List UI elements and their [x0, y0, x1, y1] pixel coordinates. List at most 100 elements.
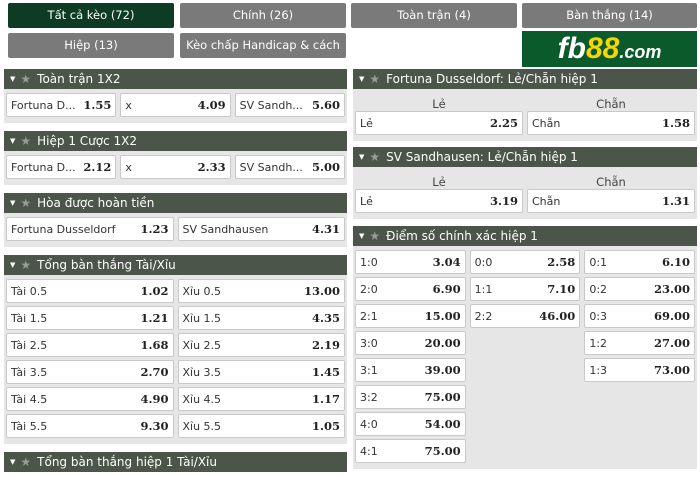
odds-cell[interactable]: Tài 5.5 9.30: [6, 414, 174, 438]
odds-value: 15.00: [424, 309, 461, 323]
odds-label: x: [125, 160, 132, 174]
odds-label: 1:0: [360, 255, 378, 269]
odds-cell[interactable]: 4:1 75.00: [355, 439, 466, 463]
odds-cell[interactable]: Chẵn 1.58: [527, 111, 695, 135]
collapse-arrow-icon[interactable]: ▼: [10, 75, 16, 83]
odds-label: Xỉu 5.5: [182, 419, 222, 433]
odds-value: 39.00: [424, 363, 461, 377]
odds-label: Xỉu 4.5: [182, 392, 222, 406]
odds-cell[interactable]: Tài 1.5 1.21: [6, 306, 174, 330]
tab-2[interactable]: Toàn trận (4): [351, 3, 517, 28]
favorite-star-icon[interactable]: ★: [20, 134, 32, 148]
odds-cell[interactable]: SV Sandh... 5.00: [234, 155, 345, 179]
odds-cell[interactable]: 3:0 20.00: [355, 331, 466, 355]
odds-cell[interactable]: Xỉu 4.5 1.17: [177, 387, 345, 411]
odds-cell[interactable]: Fortuna Dusseldorf 1.23: [6, 217, 174, 241]
section-header[interactable]: ▼ ★ Fortuna Dusseldorf: Lẻ/Chẵn hiệp 1: [353, 69, 697, 89]
tab-3[interactable]: Bàn thắng (14): [522, 3, 697, 28]
odds-label: Tài 5.5: [11, 419, 48, 433]
odds-value: 3.19: [489, 194, 518, 208]
odds-cell[interactable]: Tài 3.5 2.70: [6, 360, 174, 384]
section-header[interactable]: ▼ ★ Tổng bàn thắng Tài/Xỉu: [4, 255, 347, 275]
odds-label: 0:1: [589, 255, 608, 269]
odds-cell[interactable]: 1:3 73.00: [584, 358, 695, 382]
favorite-star-icon[interactable]: ★: [20, 196, 32, 210]
market-section: ▼ ★ Hòa được hoàn tiền Fortuna Dusseldorf 1.…: [4, 193, 347, 247]
tab-0[interactable]: Tất cả kèo (72): [8, 3, 174, 28]
odds-value: 20.00: [424, 336, 461, 350]
odds-cell[interactable]: 0:1 6.10: [584, 250, 695, 274]
section-header[interactable]: ▼ ★ SV Sandhausen: Lẻ/Chẵn hiệp 1: [353, 147, 697, 167]
odds-label: x: [125, 98, 132, 112]
tab-1[interactable]: Chính (26): [180, 3, 346, 28]
favorite-star-icon[interactable]: ★: [20, 455, 32, 469]
odds-value: 13.00: [303, 284, 340, 298]
section-header[interactable]: ▼ ★ Toàn trận 1X2: [4, 69, 347, 89]
odds-cell[interactable]: Fortuna D... 2.12: [6, 155, 117, 179]
favorite-star-icon[interactable]: ★: [20, 258, 32, 272]
odds-label: 2:2: [474, 309, 493, 323]
odds-cell[interactable]: Xỉu 3.5 1.45: [177, 360, 345, 384]
odds-cell[interactable]: Lẻ 3.19: [355, 189, 523, 213]
odds-cell[interactable]: 2:1 15.00: [355, 304, 466, 328]
collapse-arrow-icon[interactable]: ▼: [10, 199, 16, 207]
collapse-arrow-icon[interactable]: ▼: [359, 153, 365, 161]
collapse-arrow-icon[interactable]: ▼: [10, 261, 16, 269]
favorite-star-icon[interactable]: ★: [369, 72, 381, 86]
odds-cell[interactable]: 4:0 54.00: [355, 412, 466, 436]
odds-cell[interactable]: 2:0 6.90: [355, 277, 466, 301]
favorite-star-icon[interactable]: ★: [369, 150, 381, 164]
odds-cell[interactable]: 1:0 3.04: [355, 250, 466, 274]
odds-value: 2.25: [489, 116, 518, 130]
collapse-arrow-icon[interactable]: ▼: [359, 232, 365, 240]
odds-value: 1.68: [140, 338, 169, 352]
odds-cell[interactable]: Xỉu 5.5 1.05: [177, 414, 345, 438]
odds-label: Xỉu 1.5: [182, 311, 222, 325]
odds-cell[interactable]: Tài 0.5 1.02: [6, 279, 174, 303]
section-title: Tổng bàn thắng Tài/Xỉu: [37, 258, 176, 272]
odds-value: 4.35: [311, 311, 340, 325]
odds-label: Tài 1.5: [11, 311, 48, 325]
odds-cell[interactable]: 2:2 46.00: [469, 304, 581, 328]
odds-cell[interactable]: 1:1 7.10: [469, 277, 581, 301]
odds-label: Xỉu 3.5: [182, 365, 222, 379]
tab-4[interactable]: Hiệp (13): [8, 33, 174, 58]
collapse-arrow-icon[interactable]: ▼: [10, 137, 16, 145]
odds-value: 5.60: [311, 98, 340, 112]
odds-cell[interactable]: x 4.09: [120, 93, 231, 117]
odds-cell[interactable]: Tài 4.5 4.90: [6, 387, 174, 411]
odds-label: 2:1: [360, 309, 378, 323]
odds-cell[interactable]: x 2.33: [120, 155, 231, 179]
section-header[interactable]: ▼ ★ Hòa được hoàn tiền: [4, 193, 347, 213]
section-header[interactable]: ▼ ★ Hiệp 1 Cược 1X2: [4, 131, 347, 151]
collapse-arrow-icon[interactable]: ▼: [10, 458, 16, 466]
odds-cell[interactable]: 3:1 39.00: [355, 358, 466, 382]
odds-cell[interactable]: Chẵn 1.31: [527, 189, 695, 213]
odds-cell[interactable]: 0:2 23.00: [584, 277, 695, 301]
odds-label: Chẵn: [532, 194, 561, 208]
odds-value: 1.58: [661, 116, 690, 130]
odds-cell[interactable]: Xỉu 2.5 2.19: [177, 333, 345, 357]
collapse-arrow-icon[interactable]: ▼: [359, 75, 365, 83]
odds-label: SV Sandh...: [239, 160, 303, 174]
odds-cell[interactable]: Lẻ 2.25: [355, 111, 523, 135]
odds-cell[interactable]: Fortuna D... 1.55: [6, 93, 117, 117]
odds-cell[interactable]: Xỉu 0.5 13.00: [177, 279, 345, 303]
odds-cell[interactable]: 0:3 69.00: [584, 304, 695, 328]
favorite-star-icon[interactable]: ★: [369, 229, 381, 243]
odds-cell[interactable]: SV Sandh... 5.60: [234, 93, 345, 117]
section-header[interactable]: ▼ ★ Điểm số chính xác hiệp 1: [353, 226, 697, 246]
favorite-star-icon[interactable]: ★: [20, 72, 32, 86]
odds-value: 46.00: [539, 309, 576, 323]
odds-value: 2.58: [547, 255, 576, 269]
odds-value: 75.00: [424, 444, 461, 458]
tab-5[interactable]: Kèo chấp Handicap & cách biệt (3): [180, 33, 346, 77]
odds-cell[interactable]: Tài 2.5 1.68: [6, 333, 174, 357]
odds-cell[interactable]: Xỉu 1.5 4.35: [177, 306, 345, 330]
section-header[interactable]: ▼ ★ Tổng bàn thắng hiệp 1 Tài/Xỉu: [4, 452, 347, 472]
odds-cell[interactable]: 3:2 75.00: [355, 385, 466, 409]
odds-cell[interactable]: 0:0 2.58: [469, 250, 581, 274]
odds-value: 69.00: [653, 309, 690, 323]
odds-cell[interactable]: SV Sandhausen 4.31: [177, 217, 345, 241]
odds-cell[interactable]: 1:2 27.00: [584, 331, 695, 355]
